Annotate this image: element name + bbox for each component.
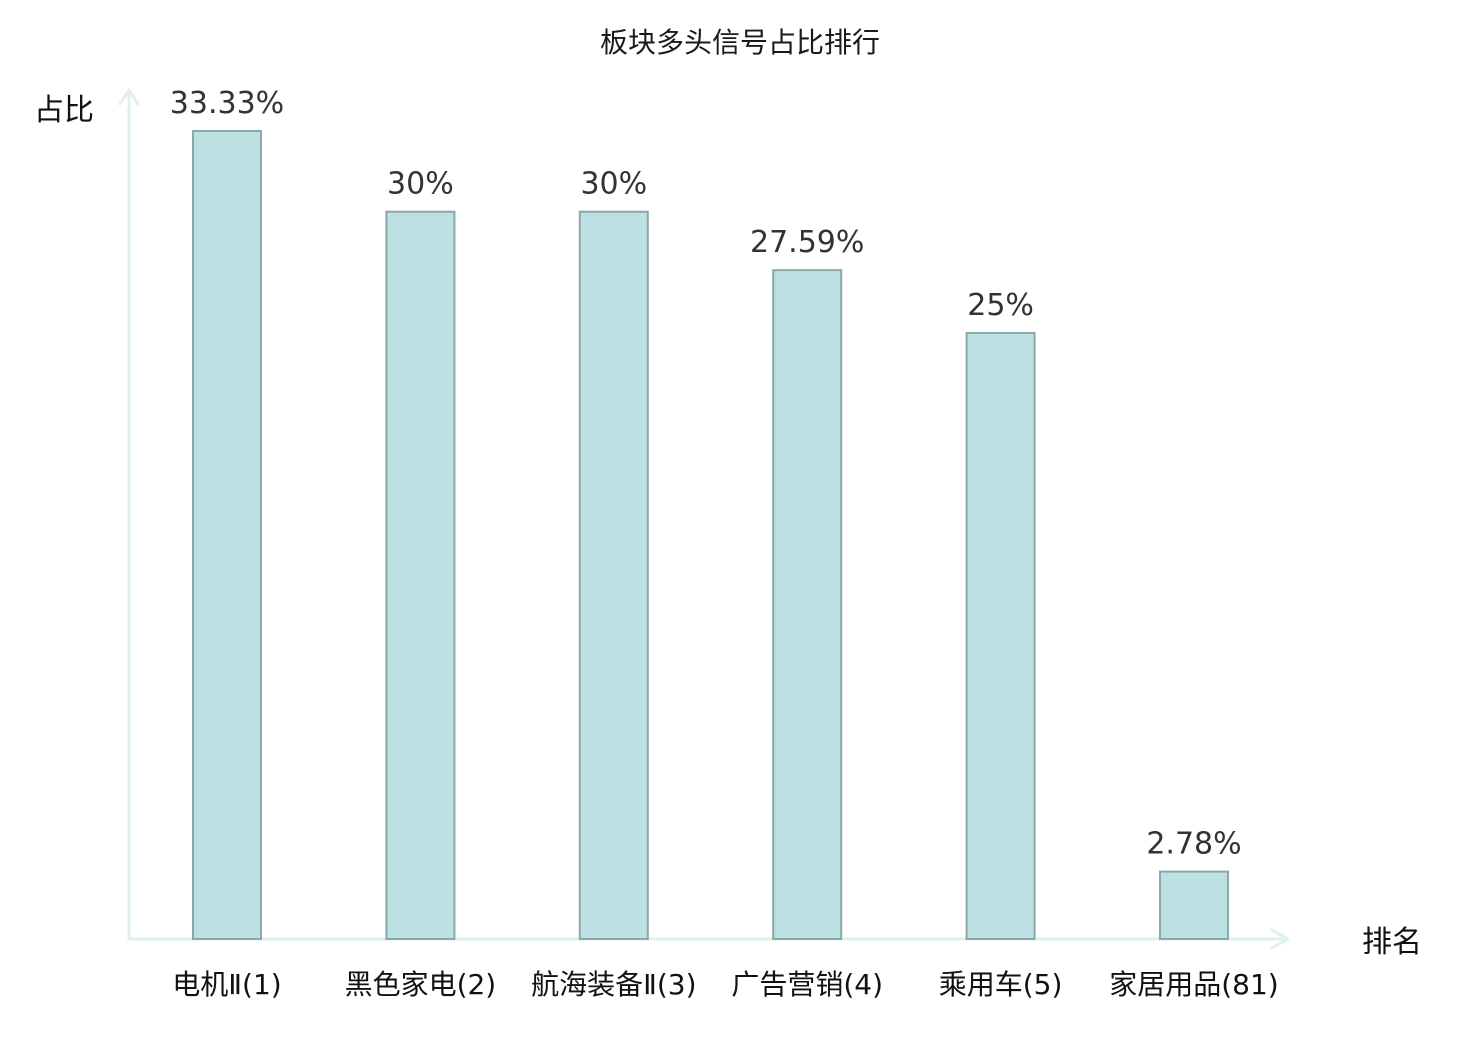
bar — [965, 331, 1036, 940]
axes — [118, 88, 1290, 950]
bar — [578, 210, 649, 940]
chart-title: 板块多头信号占比排行 — [600, 26, 880, 59]
category-label: 电机Ⅱ(1) — [172, 968, 281, 1001]
y-axis-arrow — [118, 88, 140, 106]
bars-group — [192, 130, 1229, 941]
x-axis-label: 排名 — [1362, 925, 1422, 960]
value-label: 33.33% — [170, 86, 284, 121]
category-label: 家居用品(81) — [1109, 968, 1278, 1001]
category-label: 黑色家电(2) — [345, 968, 497, 1001]
value-label: 2.78% — [1146, 827, 1241, 862]
y-axis-label: 占比 — [34, 93, 94, 128]
bar — [772, 269, 843, 941]
category-label: 乘用车(5) — [939, 968, 1063, 1001]
value-label: 25% — [967, 288, 1034, 323]
value-labels-group: 33.33% 30% 30% 27.59% 25% 2.78% — [170, 86, 1242, 862]
value-label: 27.59% — [750, 225, 864, 260]
value-label: 30% — [387, 167, 454, 202]
bar — [1159, 870, 1229, 941]
x-axis-arrow — [1270, 928, 1290, 950]
category-labels-group: 电机Ⅱ(1) 黑色家电(2) 航海装备Ⅱ(3) 广告营销(4) 乘用车(5) 家居用品(8… — [172, 968, 1278, 1001]
bar — [385, 210, 456, 940]
category-label: 广告营销(4) — [731, 968, 883, 1001]
category-label: 航海装备Ⅱ(3) — [531, 968, 696, 1001]
value-label: 30% — [580, 167, 647, 202]
bar — [192, 130, 262, 940]
